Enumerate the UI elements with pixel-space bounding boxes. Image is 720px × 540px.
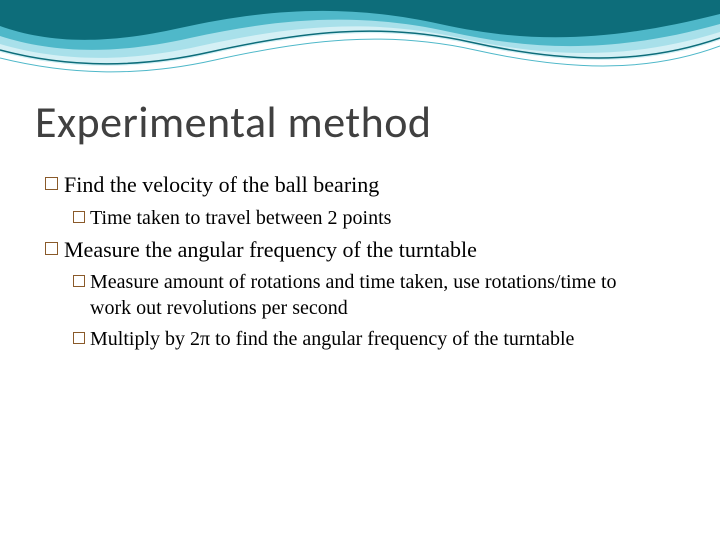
- bullet-text: Measure amount of rotations and time tak…: [90, 269, 655, 321]
- square-bullet-icon: [45, 177, 58, 190]
- bullet-text: Time taken to travel between 2 points: [90, 205, 655, 231]
- decorative-wave-header: [0, 0, 720, 95]
- square-bullet-icon: [73, 332, 85, 344]
- bullet-text: Measure the angular frequency of the tur…: [64, 236, 685, 265]
- bullet-text: Multiply by 2π to find the angular frequ…: [90, 326, 655, 352]
- bullet-text: Find the velocity of the ball bearing: [64, 171, 685, 200]
- square-bullet-icon: [73, 211, 85, 223]
- bullet-level2: Measure amount of rotations and time tak…: [73, 269, 685, 321]
- bullet-level1: Find the velocity of the ball bearing: [45, 171, 685, 200]
- bullet-level1: Measure the angular frequency of the tur…: [45, 236, 685, 265]
- square-bullet-icon: [73, 275, 85, 287]
- bullet-level2: Time taken to travel between 2 points: [73, 205, 685, 231]
- slide-content: Experimental method Find the velocity of…: [35, 95, 685, 357]
- square-bullet-icon: [45, 242, 58, 255]
- slide-title: Experimental method: [35, 95, 685, 149]
- bullet-level2: Multiply by 2π to find the angular frequ…: [73, 326, 685, 352]
